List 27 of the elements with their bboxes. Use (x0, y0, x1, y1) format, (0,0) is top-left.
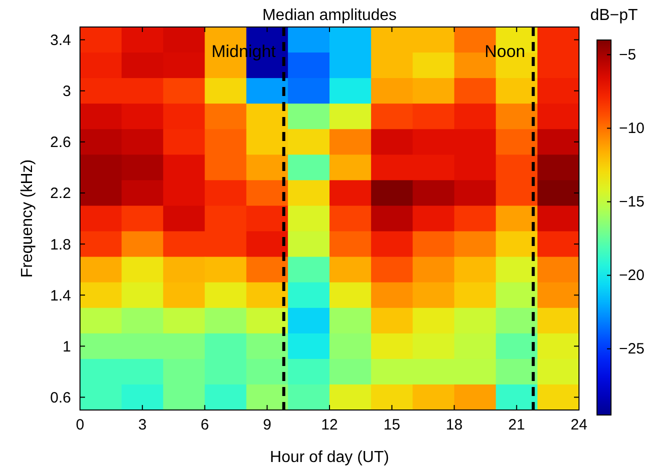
x-tick-label: 9 (262, 416, 272, 434)
x-tick-label: 12 (321, 416, 338, 434)
y-tick-label: 2.6 (50, 134, 71, 152)
x-tick-label: 15 (384, 416, 400, 434)
y-tick-label: 3.4 (50, 32, 71, 50)
ref-line-label: Noon (484, 42, 526, 61)
y-tick-label: 3 (62, 83, 71, 100)
y-tick-label: 2.2 (50, 185, 71, 202)
color-bar-label: −10 (619, 120, 644, 138)
color-bar-label: −15 (619, 194, 644, 211)
y-axis-title: Frequency (kHz) (19, 159, 36, 278)
y-tick-label: 1 (62, 338, 71, 356)
color-bar-title: dB−pT (590, 7, 638, 24)
y-tick-label: 1.8 (50, 236, 71, 254)
x-tick-label: 21 (508, 416, 525, 434)
color-bar-label: −20 (619, 267, 644, 284)
y-tick-label: 1.4 (50, 287, 71, 304)
chart-title: Median amplitudes (262, 7, 397, 24)
x-tick-label: 0 (76, 416, 84, 434)
x-tick-label: 6 (200, 416, 209, 434)
x-axis-title: Hour of day (UT) (270, 449, 390, 466)
x-tick-label: 18 (446, 416, 463, 434)
y-tick-label: 0.6 (50, 389, 71, 406)
x-tick-label: 24 (570, 416, 588, 434)
color-bar-label: −5 (619, 46, 636, 64)
color-bar-label: −25 (619, 340, 644, 358)
x-tick-label: 3 (138, 416, 147, 434)
